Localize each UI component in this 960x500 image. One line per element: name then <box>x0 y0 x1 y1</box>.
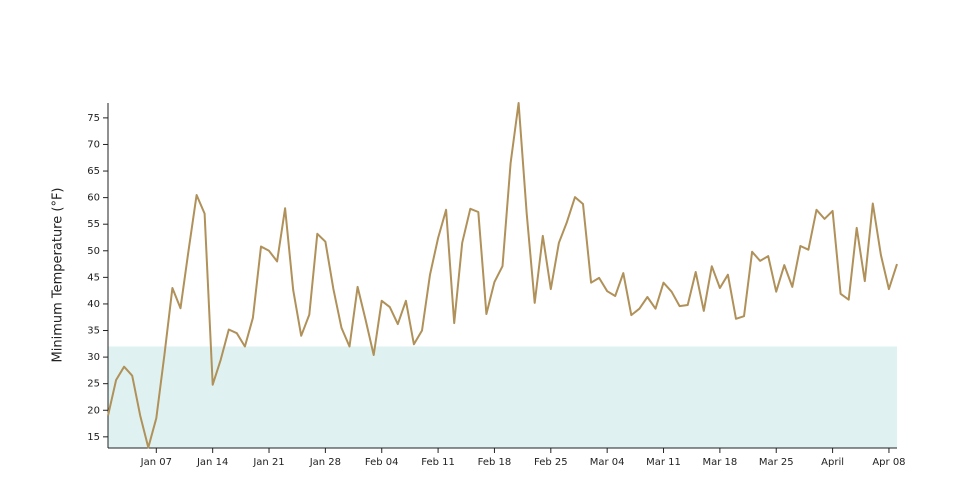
y-tick-label: 15 <box>87 432 100 443</box>
x-tick-label: Feb 04 <box>365 457 399 468</box>
y-tick-label: 40 <box>87 299 100 310</box>
y-tick-label: 50 <box>87 246 100 257</box>
x-tick-label: Mar 18 <box>702 457 737 468</box>
x-tick-label: Feb 11 <box>421 457 455 468</box>
y-tick-label: 45 <box>87 272 100 283</box>
x-tick-label: Feb 18 <box>478 457 512 468</box>
y-axis-label: Minimum Temperature (°F) <box>51 188 66 363</box>
x-tick-label: Apr 08 <box>872 457 905 468</box>
x-tick-label: Jan 21 <box>252 457 284 468</box>
y-tick-label: 70 <box>87 139 100 150</box>
x-tick-label: Mar 25 <box>759 457 794 468</box>
x-tick-label: April <box>821 457 844 468</box>
x-tick-label: Mar 11 <box>646 457 681 468</box>
x-tick-label: Mar 04 <box>590 457 625 468</box>
y-tick-label: 55 <box>87 219 100 230</box>
x-tick-label: Jan 28 <box>309 457 341 468</box>
y-tick-label: 20 <box>87 405 100 416</box>
x-tick-label: Feb 25 <box>534 457 568 468</box>
y-tick-label: 60 <box>87 193 100 204</box>
y-tick-label: 25 <box>87 379 100 390</box>
y-tick-label: 35 <box>87 326 100 337</box>
y-tick-label: 30 <box>87 352 100 363</box>
y-tick-label: 65 <box>87 166 100 177</box>
freezing-band <box>108 346 897 448</box>
y-tick-label: 75 <box>87 113 100 124</box>
x-tick-label: Jan 14 <box>196 457 228 468</box>
data-line <box>107 102 898 449</box>
x-tick-label: Jan 07 <box>140 457 172 468</box>
